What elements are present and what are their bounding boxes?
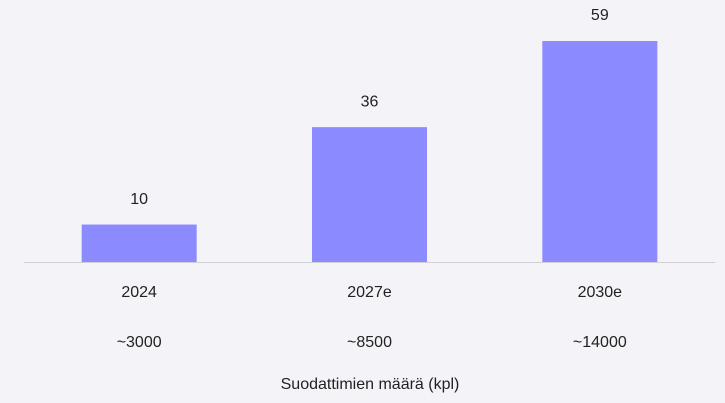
x-sublabel: ~14000 xyxy=(573,334,627,351)
x-sublabel: ~8500 xyxy=(347,334,392,351)
data-label: 59 xyxy=(591,7,609,24)
bar xyxy=(542,41,658,262)
x-tick-label: 2024 xyxy=(121,284,157,301)
data-label: 36 xyxy=(361,93,379,110)
bar xyxy=(81,224,197,262)
x-sublabel: ~3000 xyxy=(117,334,162,351)
data-label: 10 xyxy=(130,191,148,208)
x-tick-label: 2027e xyxy=(347,284,392,301)
bar xyxy=(312,127,427,262)
x-tick-label: 2030e xyxy=(578,284,623,301)
x-axis-label: Suodattimien määrä (kpl) xyxy=(281,376,460,393)
